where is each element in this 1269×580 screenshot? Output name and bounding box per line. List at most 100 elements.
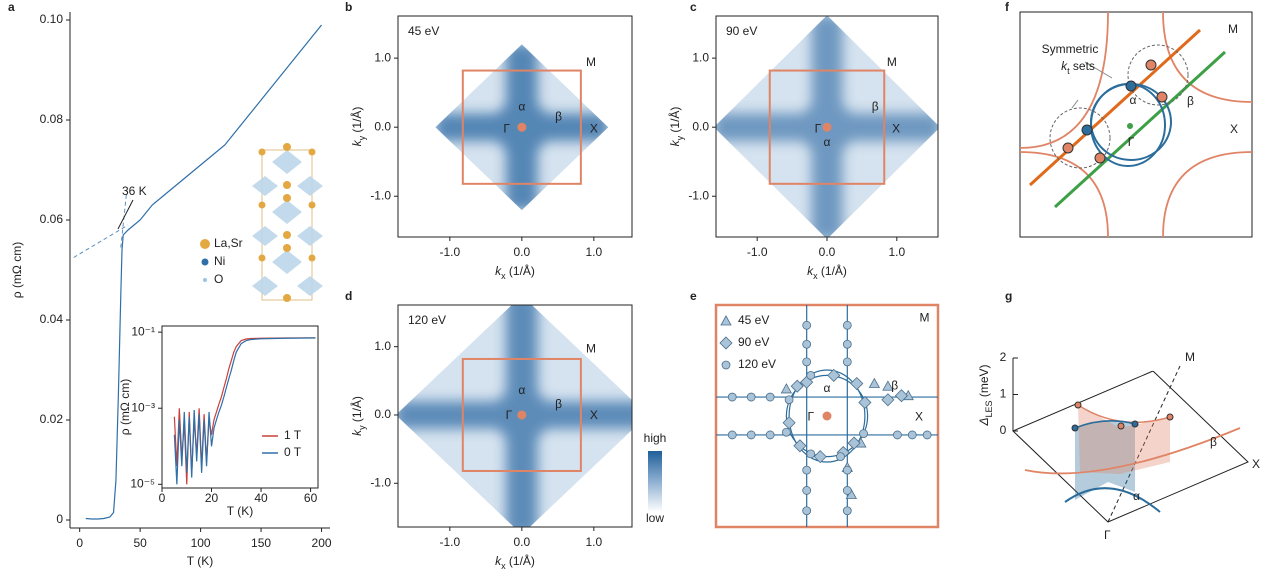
legend-label: 0 T [284,445,302,459]
marker [859,429,868,438]
point-label: M [586,55,596,69]
contour [785,374,869,458]
legend-marker [720,315,732,326]
z-tick-label: 1 [1000,387,1007,401]
text-part: x [813,271,818,281]
text-part: LES [984,400,994,417]
x-tick-label: 0.0 [513,245,530,259]
panel-label: e [690,289,697,303]
annotation-leader [117,199,134,230]
y-axis-label: ρ (mΩ cm) [118,379,132,435]
point-label: X [590,121,598,135]
text-part: (1/Å) [349,107,364,136]
point-label: Γ [1104,528,1111,542]
x-tick-label: -1.0 [439,245,460,259]
point-label: β [891,378,898,392]
point-label: Γ [1128,135,1135,149]
frame [714,303,940,529]
x-tick-label: 60 [304,491,318,505]
x-axis-label: kx (1/Å) [495,263,535,281]
x-axis-label: T (K) [187,554,213,568]
marker [836,452,845,462]
panel-label: c [690,0,697,14]
text-part: sets [1070,59,1095,73]
marker [782,416,796,430]
point-label: β [555,397,562,411]
gamma-point [822,411,832,421]
x-tick-label: 0.0 [513,535,530,549]
point-label: Γ [815,121,822,135]
text-part: k [495,554,502,568]
y-tick-label: 0.06 [40,212,64,226]
point-label: Γ [503,121,510,135]
point-label: M [586,342,596,356]
y-tick-label: 10⁻¹ [131,324,155,338]
marker [781,427,791,437]
point-label: β [1187,94,1194,108]
zone-boundary [461,69,582,185]
marker [806,449,816,459]
marker [802,357,812,367]
marker [806,370,816,380]
marker [793,439,807,453]
z-tick-label: 0 [1000,423,1007,437]
marker [802,465,812,475]
x-tick-label: 40 [254,491,268,505]
panel-f-diagram: f Symmetric kt sets M α β Γ X [1005,0,1253,238]
colorbar-label: low [646,511,664,525]
y-tick-label: -1.0 [688,188,709,202]
frame [397,15,633,238]
y-tick-label: 0.08 [40,112,64,126]
marker [727,392,737,402]
point-label: α [1130,93,1137,107]
axis-label: ΔLES (meV) [977,364,994,426]
marker [892,430,902,440]
gamma-point [822,122,832,132]
marker [765,430,775,440]
y-axis-label: ky (1/Å) [349,107,367,147]
marker [765,392,775,402]
frame [397,304,633,528]
marker [827,368,841,382]
band [493,100,551,155]
marker [842,506,852,516]
legend-marker [203,278,207,282]
legend-label: 1 T [284,428,302,442]
text-part: k [495,264,502,278]
point-label: α [518,99,525,113]
x-tick-label: 0.0 [819,245,836,259]
legend-label: O [214,272,223,286]
point-label: X [892,121,900,135]
panel-label: f [1005,0,1010,14]
marker [784,395,794,405]
point-label: X [1230,122,1238,136]
y-tick-label: -1.0 [370,188,391,202]
marker [802,339,812,349]
text-part: y [357,135,367,140]
panel-label: a [8,0,15,14]
plot-1: 1 T 0 T 0 20 40 60 10⁻⁵ 10⁻³ 10⁻¹ T (K) ρ (mΩ cm) [118,324,319,518]
energy-label: 90 eV [726,24,757,38]
text-part: k [1061,59,1068,73]
marker [842,486,852,495]
annotation: kt sets [1061,59,1095,76]
text-part: (1/Å) [506,553,535,568]
point-label: M [919,311,929,325]
fit-line [73,224,129,258]
marker [842,357,852,367]
data-line [85,24,323,520]
z-tick-label: 2 [1000,350,1007,364]
plot-5: 45 eV 90 eV 120 eV Mα β Γ X [714,303,940,529]
energy-label: 45 eV [408,24,439,38]
marker [858,395,872,410]
text-part: t [1067,66,1070,76]
y-tick-label: 0.0 [374,407,391,421]
data-line [173,337,316,485]
marker [727,430,737,440]
point-label: M [1228,22,1238,36]
x-tick-label: 150 [251,536,271,550]
x-tick-label: 0 [159,491,166,505]
